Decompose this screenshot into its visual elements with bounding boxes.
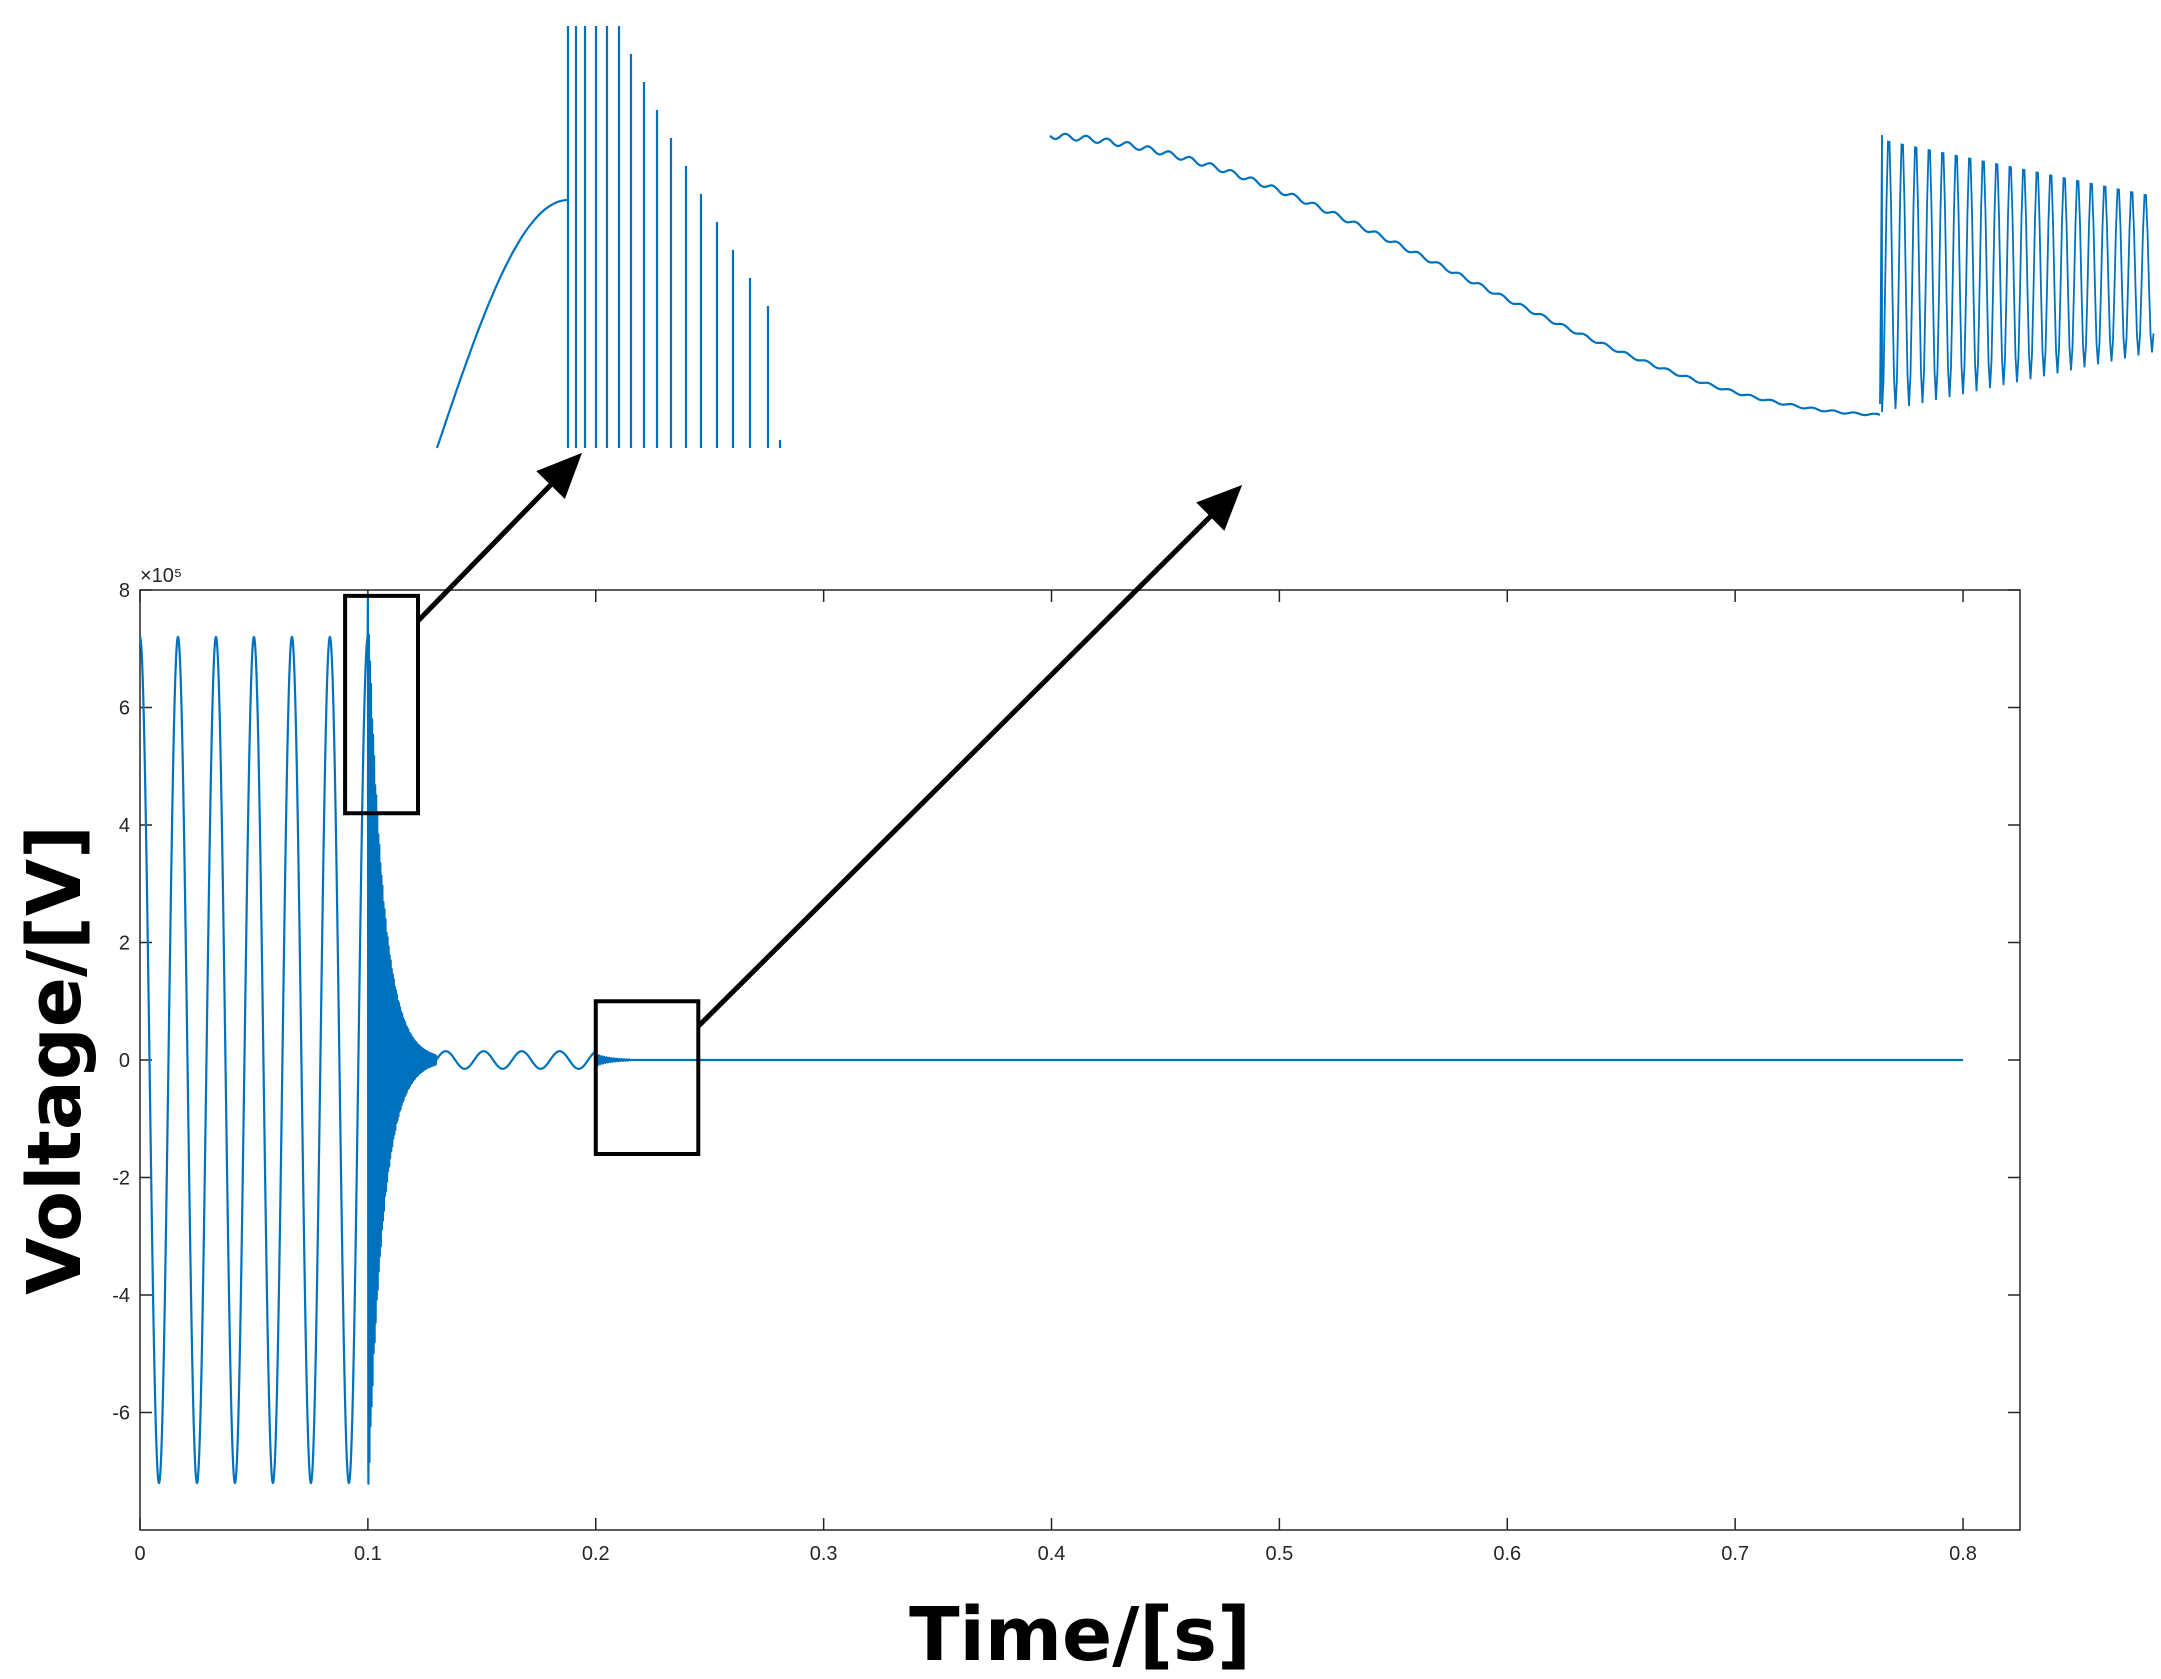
y-tick-label: 0 xyxy=(119,1050,130,1072)
voltage-series-line xyxy=(139,594,1964,1485)
inset-burst xyxy=(1879,134,2155,413)
inset-line xyxy=(1049,132,1881,417)
inset-line xyxy=(435,198,569,449)
x-tick-label: 0.6 xyxy=(1493,1543,1521,1565)
y-tick-label: 6 xyxy=(119,698,130,720)
second-inset xyxy=(1049,132,2155,417)
x-axis-title: Time/[s] xyxy=(909,1592,1251,1678)
first-inset xyxy=(435,26,782,449)
x-tick-label: 0 xyxy=(134,1543,145,1565)
y-exponent-label: ×10⁵ xyxy=(140,565,182,587)
x-tick-label: 0.3 xyxy=(810,1543,838,1565)
y-tick-label: 2 xyxy=(119,933,130,955)
y-axis-title: Voltage/[V] xyxy=(12,825,98,1295)
x-tick-label: 0.8 xyxy=(1949,1543,1977,1565)
x-tick-label: 0.4 xyxy=(1038,1543,1066,1565)
x-tick-label: 0.7 xyxy=(1721,1543,1749,1565)
y-tick-label: 4 xyxy=(119,815,130,837)
y-tick-label: -2 xyxy=(112,1168,130,1190)
x-tick-label: 0.5 xyxy=(1265,1543,1293,1565)
zoom-box xyxy=(593,999,701,1156)
y-tick-label: 8 xyxy=(119,580,130,602)
axis-ticks: 0 0.1 0.2 0.3 0.4 0.5 0.6 0.7 0.8 -6 -4 -2 0 2 4 6 8 xyxy=(112,580,2020,1565)
y-tick-label: -6 xyxy=(112,1403,130,1425)
zoom-arrow xyxy=(416,452,582,623)
y-tick-label: -4 xyxy=(112,1285,130,1307)
x-tick-label: 0.2 xyxy=(582,1543,610,1565)
zoom-box xyxy=(343,593,421,816)
zoom-annotations xyxy=(343,452,1243,1156)
zoom-arrow xyxy=(696,484,1243,1029)
x-tick-label: 0.1 xyxy=(354,1543,382,1565)
